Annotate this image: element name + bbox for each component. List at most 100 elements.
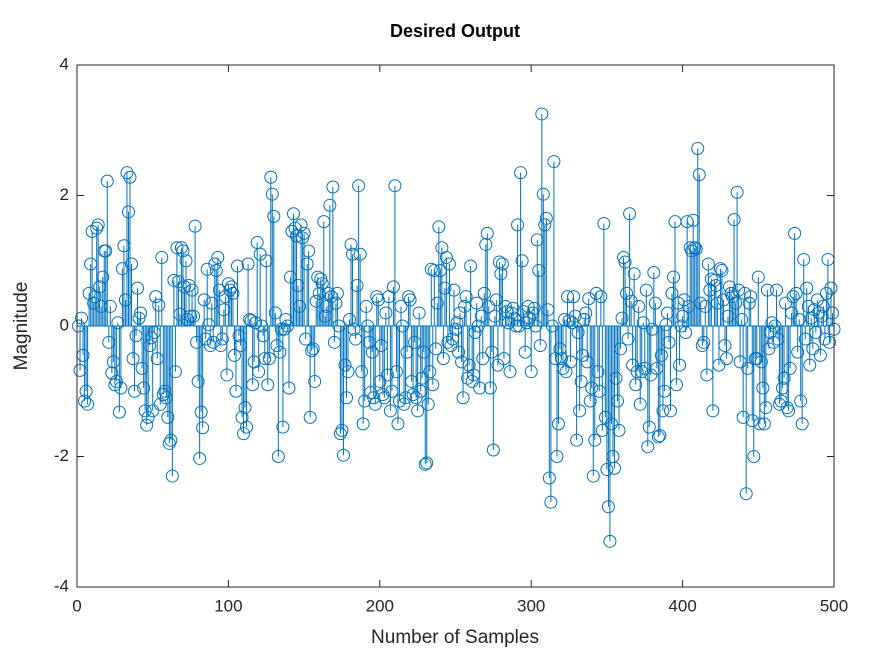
stem-marker <box>556 361 570 375</box>
stem-marker <box>335 423 349 437</box>
stem-marker <box>261 378 275 392</box>
stem-marker <box>639 283 653 297</box>
stem-marker <box>535 107 549 121</box>
stem-marker <box>208 257 222 271</box>
stem-marker <box>167 273 181 287</box>
stem-marker <box>577 312 591 326</box>
stem-marker <box>114 381 128 395</box>
stem-marker <box>539 211 553 225</box>
stem-marker <box>383 404 397 418</box>
stem-marker <box>394 299 408 313</box>
stem-marker <box>747 450 761 463</box>
stem-marker <box>739 487 753 501</box>
stem-marker <box>258 352 272 366</box>
stem-marker <box>184 309 198 323</box>
stem-marker <box>694 296 708 310</box>
stem-marker <box>647 265 661 279</box>
stem-marker <box>642 420 656 434</box>
stem-marker <box>479 237 493 251</box>
stem-marker <box>303 410 317 424</box>
stem-marker <box>818 332 832 346</box>
stem-marker <box>461 371 475 385</box>
stem-marker <box>185 283 199 297</box>
stem-marker <box>409 391 423 405</box>
y-tick-label: 0 <box>60 315 69 334</box>
stem-marker <box>262 352 276 366</box>
stem-marker <box>514 166 528 180</box>
axes-box <box>76 64 835 588</box>
stem-marker <box>412 306 426 320</box>
stem-marker <box>79 384 93 398</box>
stem-marker <box>241 257 255 271</box>
x-tick-label: 500 <box>820 596 848 615</box>
stem-marker <box>756 381 770 395</box>
stem-marker <box>819 286 833 300</box>
stem-marker <box>730 185 744 199</box>
stem-marker <box>439 250 453 264</box>
stem-marker <box>452 345 466 359</box>
stem-marker <box>483 381 497 395</box>
stem-marker <box>783 361 797 375</box>
stem-marker <box>438 281 452 295</box>
stem-marker <box>456 391 470 405</box>
stem-marker <box>240 420 254 434</box>
stem-marker <box>121 205 135 219</box>
stem-marker <box>480 226 494 240</box>
stem-marker <box>745 414 759 428</box>
stem-marker <box>536 187 550 201</box>
stem-marker <box>100 174 114 188</box>
stem-marker <box>769 283 783 297</box>
stem-marker <box>197 293 211 307</box>
stem-marker <box>524 365 538 379</box>
stem-marker <box>420 456 434 470</box>
stem-marker <box>96 270 110 284</box>
stem-marker <box>476 352 490 366</box>
stem-marker <box>252 365 266 379</box>
stem-marker <box>601 500 615 514</box>
stem-marker <box>757 417 771 431</box>
stem-marker <box>152 298 166 312</box>
stem-marker <box>265 187 279 201</box>
stem-marker <box>128 384 142 398</box>
stem-marker <box>302 244 316 258</box>
stem-marker <box>315 277 329 291</box>
stem-marker <box>813 348 827 362</box>
stem-marker <box>305 344 319 358</box>
stem-marker <box>689 242 703 256</box>
stem-marker <box>271 450 285 463</box>
y-tick-label: 2 <box>60 185 69 204</box>
stem-marker <box>618 255 632 269</box>
stem-marker <box>123 170 137 184</box>
stem-marker <box>468 326 482 340</box>
stem-marker <box>765 316 779 330</box>
stem-marker <box>344 237 358 251</box>
stem-marker <box>795 417 809 431</box>
stem-marker <box>146 404 160 418</box>
stem-marker <box>215 332 229 346</box>
stem-marker <box>293 299 307 313</box>
stem-marker <box>570 433 584 447</box>
stem-marker <box>632 299 646 313</box>
stem-marker <box>800 281 814 295</box>
stem-marker <box>350 279 364 293</box>
stem-marker <box>199 332 213 346</box>
stem-marker <box>607 461 621 475</box>
stem-marker <box>825 306 839 320</box>
stem-marker <box>788 226 802 240</box>
stem-marker <box>527 301 541 315</box>
stem-marker <box>621 332 635 346</box>
stem-marker <box>630 365 644 379</box>
stem-marker <box>429 342 443 356</box>
stem-marker <box>744 290 758 304</box>
stem-marker <box>243 312 257 326</box>
stem-marker <box>99 244 113 258</box>
stem-marker <box>573 404 587 418</box>
stem-marker <box>797 252 811 266</box>
stem-marker <box>120 166 134 180</box>
y-tick-label: -4 <box>54 576 69 595</box>
stem-marker <box>442 257 456 271</box>
stem-marker <box>264 170 278 184</box>
stem-marker <box>397 397 411 411</box>
stem-marker <box>165 469 179 483</box>
